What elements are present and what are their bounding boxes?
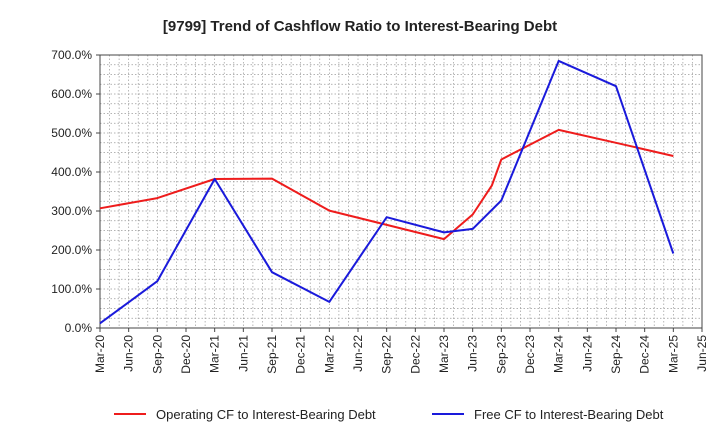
x-tick-label: Sep-20 (150, 335, 164, 374)
y-tick-label: 300.0% (51, 204, 92, 218)
x-tick-label: Jun-24 (580, 335, 594, 372)
x-tick-label: Jun-20 (122, 335, 136, 372)
x-tick-label: Mar-20 (93, 335, 107, 373)
legend: Operating CF to Interest-Bearing Debt Fre… (114, 407, 664, 422)
y-tick-label: 200.0% (51, 243, 92, 257)
y-axis: 0.0% 100.0% 200.0% 300.0% 400.0% 500.0% 600.0%… (51, 48, 100, 335)
x-tick-label: Jun-22 (351, 335, 365, 372)
x-tick-label: Sep-24 (609, 335, 623, 374)
y-tick-label: 100.0% (51, 282, 92, 296)
x-tick-label: Jun-21 (236, 335, 250, 372)
x-tick-label: Jun-23 (466, 335, 480, 372)
x-tick-label: Jun-25 (695, 335, 709, 372)
legend-label-1: Free CF to Interest-Bearing Debt (474, 407, 664, 422)
x-tick-label: Mar-25 (666, 335, 680, 373)
x-tick-label: Dec-21 (294, 335, 308, 374)
x-tick-label: Dec-22 (408, 335, 422, 374)
x-tick-label: Sep-23 (494, 335, 508, 374)
series-line-1 (99, 59, 675, 325)
x-tick-label: Mar-24 (552, 335, 566, 373)
series-layer (99, 59, 675, 325)
x-tick-label: Sep-22 (380, 335, 394, 374)
plot-frame (99, 54, 703, 329)
legend-label-0: Operating CF to Interest-Bearing Debt (156, 407, 376, 422)
x-tick-label: Mar-22 (322, 335, 336, 373)
series-line-0 (99, 128, 674, 241)
x-tick-label: Mar-23 (437, 335, 451, 373)
y-tick-label: 700.0% (51, 48, 92, 62)
x-tick-label: Mar-21 (208, 335, 222, 373)
chart-title: [9799] Trend of Cashflow Ratio to Intere… (163, 18, 557, 35)
x-tick-label: Sep-21 (265, 335, 279, 374)
y-tick-label: 600.0% (51, 87, 92, 101)
x-tick-label: Dec-23 (523, 335, 537, 374)
x-tick-label: Dec-20 (179, 335, 193, 374)
y-tick-label: 500.0% (51, 126, 92, 140)
y-tick-label: 0.0% (65, 321, 93, 335)
y-tick-label: 400.0% (51, 165, 92, 179)
grid (99, 54, 703, 329)
x-axis: Mar-20 Jun-20 Sep-20 Dec-20 Mar-21 Jun-21 Sep-… (93, 328, 709, 374)
x-tick-label: Dec-24 (638, 335, 652, 374)
